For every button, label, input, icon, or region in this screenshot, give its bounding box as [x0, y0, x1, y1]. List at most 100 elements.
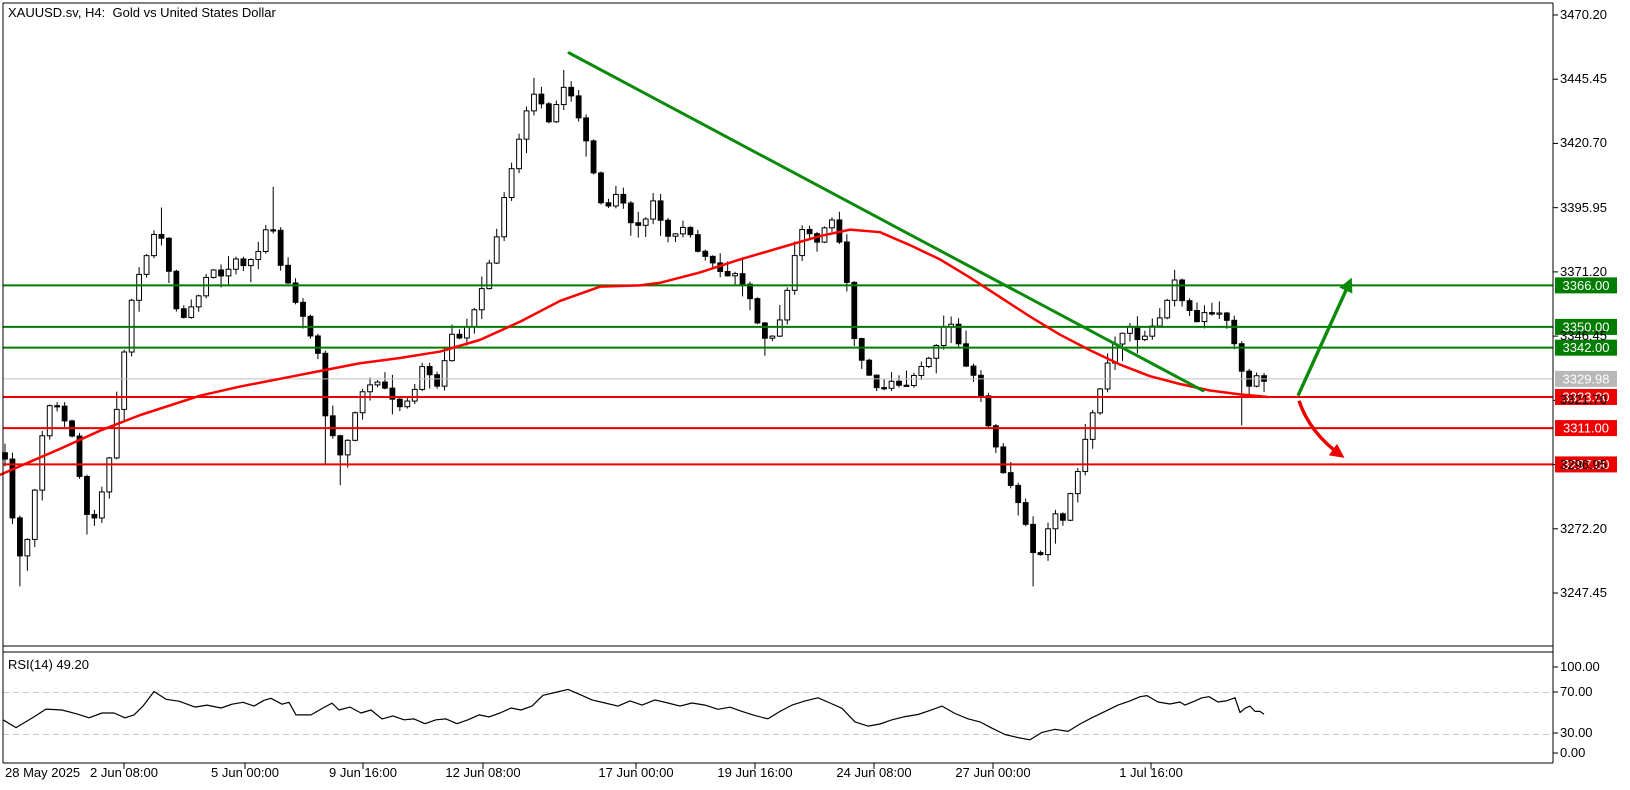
down-arrow[interactable] [1297, 400, 1345, 458]
svg-text:3366.00: 3366.00 [1563, 278, 1610, 293]
candle-bull [1216, 312, 1223, 315]
candle-bull [672, 233, 679, 237]
candle-bear [54, 405, 61, 408]
candle-bull [344, 439, 351, 456]
candle-bear [173, 270, 180, 310]
svg-text:3297.00: 3297.00 [1563, 457, 1610, 472]
candle-bear [620, 193, 627, 204]
rsi-tick-label: 100.00 [1560, 659, 1600, 674]
time-label: 2 Jun 08:00 [90, 765, 158, 780]
candles [2, 70, 1267, 587]
candle-bull [1171, 279, 1178, 301]
candle-bull [1141, 335, 1148, 341]
candle-bull [1082, 438, 1089, 473]
candle-bull [188, 306, 195, 318]
candle-bull [531, 93, 537, 112]
price-tick-label: 3420.70 [1560, 135, 1607, 151]
up-arrow[interactable] [1296, 277, 1353, 397]
candle-bull [918, 365, 925, 377]
candle-bear [1037, 552, 1044, 556]
candle-bull [203, 276, 210, 297]
candle-bear [851, 281, 858, 340]
price-badge-3311.00: 3311.00 [1555, 420, 1617, 437]
candle-bear [545, 103, 552, 123]
candle-bear [1186, 300, 1193, 312]
candle-bull [419, 366, 426, 390]
candle-bear [218, 269, 224, 277]
candle-bear [1060, 513, 1066, 521]
candle-bull [471, 309, 478, 328]
candle-bull [31, 489, 38, 540]
candle-bull [136, 273, 142, 301]
candle-bear [843, 241, 850, 283]
candle-bear [277, 229, 284, 266]
price-badge-3350.00: 3350.00 [1555, 318, 1617, 335]
candle-bull [888, 380, 895, 389]
candle-bear [762, 322, 768, 339]
candle-bull [225, 268, 232, 277]
rsi-line [2, 688, 1265, 741]
price-tick-label: 3445.45 [1560, 71, 1607, 87]
candle-bull [1067, 493, 1074, 521]
candle-bull [39, 435, 46, 491]
descending-trendline[interactable] [567, 51, 1205, 393]
candle-bull [262, 229, 269, 252]
rsi-indicator-label: RSI(14) 49.20 [8, 657, 89, 672]
candle-bear [747, 283, 753, 300]
rsi-tick-label: 30.00 [1560, 725, 1593, 740]
price-tick-label: 3470.20 [1560, 7, 1607, 22]
candle-bull [98, 491, 105, 519]
candle-bull [501, 197, 508, 238]
candle-bear [337, 435, 344, 456]
candle-bear [627, 202, 634, 224]
candle-bear [1209, 312, 1215, 315]
candle-bull [776, 319, 783, 337]
candle-bear [955, 323, 962, 345]
candle-bull [143, 255, 150, 275]
candle-bull [486, 262, 493, 290]
candle-bear [992, 425, 999, 448]
candle-bull [680, 226, 686, 235]
candle-bull [553, 104, 560, 123]
price-badge-3323.00: 3323.00 [1555, 388, 1617, 405]
candle-bull [769, 335, 776, 339]
candle-bear [158, 233, 165, 239]
svg-text:3311.00: 3311.00 [1563, 421, 1609, 436]
svg-text:3342.00: 3342.00 [1563, 340, 1610, 355]
candle-bull [441, 360, 448, 387]
candle-bear [583, 117, 590, 142]
candle-bear [180, 308, 187, 318]
candle-bear [657, 200, 664, 221]
candle-bear [91, 513, 98, 519]
price-badge-3329.98: 3329.98 [1555, 370, 1617, 387]
candle-bear [896, 380, 902, 386]
candle-bull [1164, 299, 1171, 319]
candle-bull [210, 269, 217, 278]
candle-bear [866, 359, 873, 376]
price-tick-label: 3296.95 [1560, 456, 1607, 472]
candle-bear [382, 381, 388, 389]
candle-bull [151, 233, 157, 257]
time-label: 27 Jun 00:00 [955, 765, 1031, 780]
candle-bear [575, 95, 582, 119]
candle-bear [456, 333, 463, 339]
candle-bull [560, 86, 567, 106]
rsi-tick-label: 70.00 [1560, 684, 1593, 699]
candle-bear [240, 258, 247, 267]
candle-bear [285, 264, 292, 284]
candle-bear [858, 338, 865, 361]
candle-bear [881, 387, 888, 390]
candle-bull [1089, 412, 1096, 440]
candle-bear [315, 335, 321, 354]
candle-bull [464, 326, 470, 339]
candle-bull [478, 288, 485, 311]
candle-bear [166, 237, 172, 272]
moving-average-line [0, 228, 1270, 477]
candle-bear [970, 365, 977, 376]
rsi-tick-label: 0.00 [1560, 745, 1586, 760]
candle-bear [322, 352, 329, 417]
candle-bear [329, 415, 336, 437]
candle-bear [978, 374, 984, 397]
